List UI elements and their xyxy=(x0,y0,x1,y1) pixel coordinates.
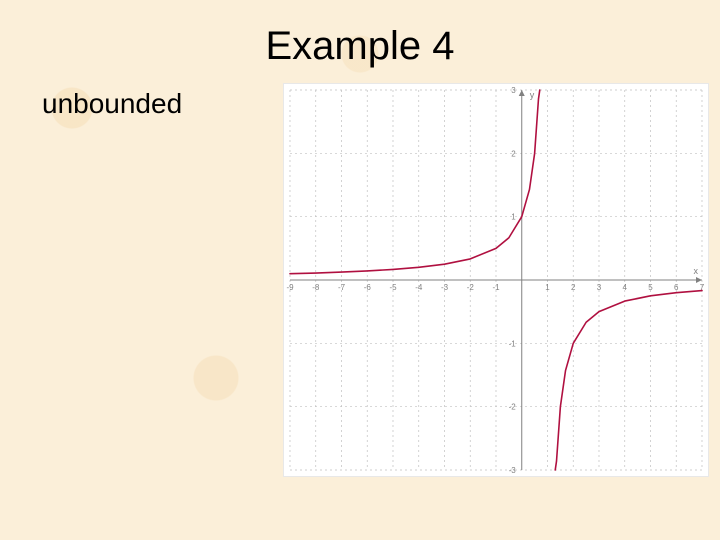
function-chart: -9-8-7-6-5-4-3-2-11234567-3-2-1123yx xyxy=(283,83,709,477)
svg-text:-5: -5 xyxy=(389,283,397,292)
svg-text:1: 1 xyxy=(511,213,516,222)
slide-title: Example 4 xyxy=(0,24,720,69)
svg-text:5: 5 xyxy=(648,283,653,292)
chart-svg: -9-8-7-6-5-4-3-2-11234567-3-2-1123yx xyxy=(284,84,708,476)
svg-text:-3: -3 xyxy=(441,283,449,292)
svg-text:3: 3 xyxy=(597,283,602,292)
svg-text:x: x xyxy=(694,266,699,276)
svg-text:-1: -1 xyxy=(492,283,500,292)
svg-text:2: 2 xyxy=(571,283,576,292)
svg-text:2: 2 xyxy=(511,149,516,158)
svg-text:-6: -6 xyxy=(364,283,372,292)
slide-page: Example 4 unbounded -9 -8 -7 -6 -5 -4 -3 -2 -1 1 2… xyxy=(0,0,720,540)
svg-text:1: 1 xyxy=(545,283,550,292)
svg-text:-4: -4 xyxy=(415,283,423,292)
svg-text:-8: -8 xyxy=(312,283,320,292)
svg-text:-1: -1 xyxy=(509,339,517,348)
svg-text:4: 4 xyxy=(623,283,628,292)
slide-caption: unbounded xyxy=(42,88,182,120)
svg-text:-7: -7 xyxy=(338,283,346,292)
svg-text:-2: -2 xyxy=(467,283,475,292)
svg-text:3: 3 xyxy=(511,86,516,95)
svg-text:y: y xyxy=(530,90,535,100)
svg-text:-3: -3 xyxy=(509,466,517,475)
svg-text:-9: -9 xyxy=(286,283,294,292)
svg-text:-2: -2 xyxy=(509,403,517,412)
svg-text:6: 6 xyxy=(674,283,679,292)
